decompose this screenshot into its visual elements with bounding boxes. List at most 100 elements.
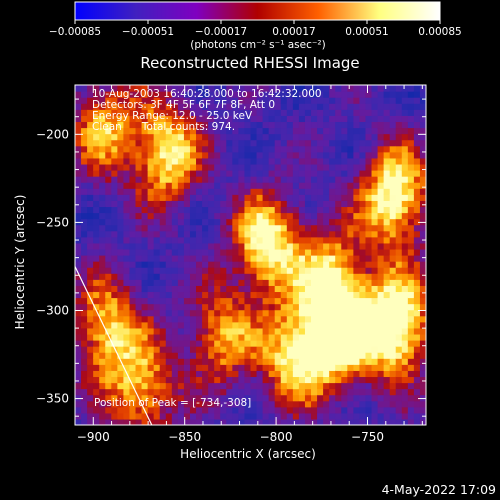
heatmap-cell xyxy=(383,388,391,396)
heatmap-cell xyxy=(298,103,306,110)
heatmap-cell xyxy=(177,352,185,359)
heatmap-cell xyxy=(153,279,161,286)
heatmap-cell xyxy=(238,151,246,159)
heatmap-cell xyxy=(407,170,415,177)
heatmap-cell xyxy=(171,182,179,189)
heatmap-cell xyxy=(274,333,282,341)
heatmap-cell xyxy=(208,327,215,335)
heatmap-cell xyxy=(419,200,426,208)
heatmap-cell xyxy=(256,291,264,299)
heatmap-cell xyxy=(335,194,342,201)
heatmap-cell xyxy=(202,412,209,420)
heatmap-cell xyxy=(177,315,185,323)
heatmap-cell xyxy=(226,103,233,110)
heatmap-cell xyxy=(401,315,409,323)
heatmap-cell xyxy=(401,115,409,123)
heatmap-cell xyxy=(208,267,215,274)
heatmap-cell xyxy=(93,309,100,317)
heatmap-cell xyxy=(329,145,336,153)
heatmap-cell xyxy=(341,230,348,238)
heatmap-cell xyxy=(347,291,354,299)
heatmap-cell xyxy=(377,291,385,299)
heatmap-cell xyxy=(329,151,336,159)
heatmap-cell xyxy=(159,291,167,299)
heatmap-cell xyxy=(365,309,373,317)
heatmap-cell xyxy=(377,352,385,359)
heatmap-cell xyxy=(377,406,385,414)
heatmap-cell xyxy=(274,170,282,177)
heatmap-cell xyxy=(377,255,385,262)
heatmap-cell xyxy=(153,115,161,123)
heatmap-cell xyxy=(292,285,300,293)
heatmap-cell xyxy=(250,145,258,153)
heatmap-cell xyxy=(81,176,88,183)
heatmap-cell xyxy=(317,194,324,201)
heatmap-cell xyxy=(177,412,185,420)
heatmap-cell xyxy=(256,279,264,286)
y-axis-label: Heliocentric Y (arcsec) xyxy=(13,195,27,330)
heatmap-cell xyxy=(171,333,179,341)
heatmap-cell xyxy=(280,358,288,365)
heatmap-cell xyxy=(274,315,282,323)
heatmap-cell xyxy=(111,182,118,189)
heatmap-cell xyxy=(238,291,246,299)
heatmap-cell xyxy=(323,206,330,214)
heatmap-cell xyxy=(250,212,258,220)
heatmap-cell xyxy=(280,133,288,141)
heatmap-cell xyxy=(335,364,342,371)
heatmap-cell xyxy=(371,376,379,384)
heatmap-cell xyxy=(208,103,215,110)
heatmap-cell xyxy=(81,194,88,201)
heatmap-cell xyxy=(147,273,155,280)
heatmap-cell xyxy=(202,297,209,305)
heatmap-cell xyxy=(141,394,149,402)
heatmap-cell xyxy=(202,200,209,208)
heatmap-cell xyxy=(202,218,209,226)
heatmap-cell xyxy=(335,170,342,177)
heatmap-cell xyxy=(353,115,361,123)
heatmap-cell xyxy=(93,400,100,408)
heatmap-cell xyxy=(335,400,342,408)
heatmap-cell xyxy=(407,248,415,256)
heatmap-cell xyxy=(220,139,227,147)
heatmap-cell xyxy=(214,346,221,353)
heatmap-cell xyxy=(220,188,227,195)
heatmap-cell xyxy=(419,157,426,165)
heatmap-cell xyxy=(232,200,239,208)
heatmap-cell xyxy=(117,85,125,92)
heatmap-cell xyxy=(165,127,173,135)
heatmap-cell xyxy=(99,194,106,201)
heatmap-cell xyxy=(141,340,149,347)
heatmap-cell xyxy=(401,188,409,195)
heatmap-cell xyxy=(286,394,294,402)
heatmap-cell xyxy=(383,218,391,226)
heatmap-cell xyxy=(389,376,397,384)
heatmap-cell xyxy=(286,340,294,347)
heatmap-cell xyxy=(99,340,106,347)
heatmap-cell xyxy=(93,412,100,420)
heatmap-cell xyxy=(153,212,161,220)
heatmap-cell xyxy=(105,157,112,165)
heatmap-cell xyxy=(304,370,312,378)
heatmap-cell xyxy=(329,139,336,147)
heatmap-cell xyxy=(183,297,191,305)
heatmap-cell xyxy=(123,273,131,280)
heatmap-cell xyxy=(262,394,270,402)
heatmap-cell xyxy=(75,255,82,262)
heatmap-cell xyxy=(329,382,336,390)
heatmap-cell xyxy=(87,418,94,425)
heatmap-cell xyxy=(244,291,252,299)
heatmap-cell xyxy=(304,91,312,98)
heatmap-cell xyxy=(123,109,131,116)
heatmap-cell xyxy=(371,224,379,232)
heatmap-cell xyxy=(347,218,354,226)
heatmap-cell xyxy=(111,145,118,153)
heatmap-cell xyxy=(407,400,415,408)
heatmap-cell xyxy=(329,176,336,183)
heatmap-cell xyxy=(87,267,94,274)
heatmap-cell xyxy=(407,340,415,347)
heatmap-cell xyxy=(117,255,125,262)
heatmap-cell xyxy=(189,97,197,104)
heatmap-cell xyxy=(371,255,379,262)
heatmap-cell xyxy=(353,255,361,262)
